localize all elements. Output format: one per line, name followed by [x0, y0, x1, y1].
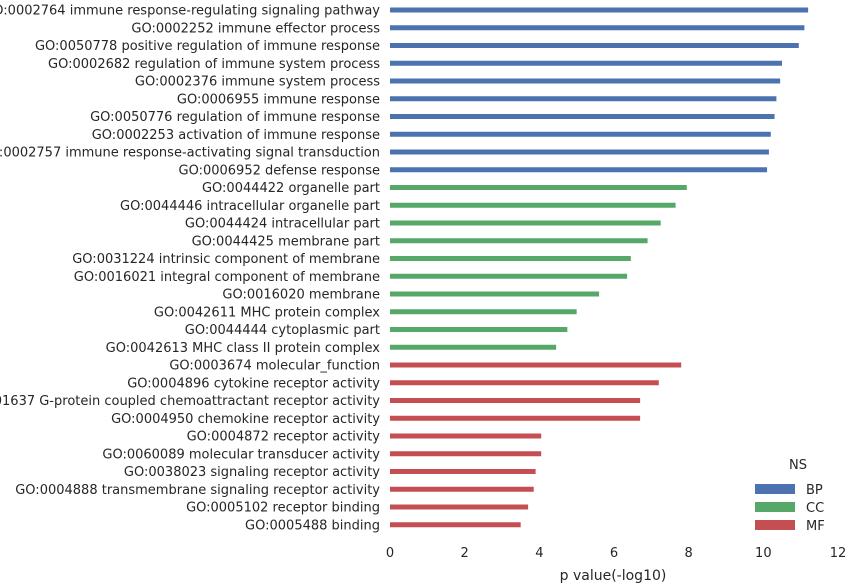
legend-swatch [755, 484, 795, 494]
bar [390, 114, 775, 119]
bar [390, 344, 557, 350]
category-label: GO:0003674 molecular_function [169, 359, 380, 374]
bar [390, 486, 534, 492]
x-tick-label: 6 [610, 546, 618, 561]
category-label: GO:0004950 chemokine receptor activity [111, 412, 380, 427]
bar [390, 415, 641, 421]
category-label: GO:0002764 immune response-regulating si… [0, 4, 380, 19]
category-label: GO:0038023 signaling receptor activity [124, 465, 380, 480]
x-tick-label: 4 [535, 546, 543, 561]
bar [390, 451, 542, 457]
legend-title: NS [789, 458, 807, 473]
x-axis-title: p value(-log10) [560, 568, 667, 584]
bar [390, 398, 641, 403]
bar [390, 469, 536, 474]
x-tick-label: 2 [461, 546, 469, 561]
bar [390, 362, 682, 368]
category-label: GO:0005102 receptor binding [186, 501, 380, 516]
bar [390, 78, 781, 84]
category-label: GO:0006955 immune response [177, 92, 380, 107]
category-label: GO:0001637 G-protein coupled chemoattrac… [0, 394, 380, 409]
bar [390, 433, 542, 439]
category-label: GO:0016020 membrane [222, 288, 380, 303]
bar [390, 309, 577, 315]
bar [390, 131, 771, 137]
category-label: GO:0016021 integral component of membran… [74, 270, 380, 285]
category-label: GO:0044425 membrane part [192, 234, 380, 249]
legend-swatch [755, 520, 795, 530]
bar [390, 185, 687, 190]
bar [390, 167, 768, 173]
bar [390, 273, 628, 279]
category-label: GO:0060089 molecular transducer activity [102, 447, 380, 462]
category-label: GO:0005488 binding [245, 518, 380, 533]
bar [390, 522, 521, 528]
category-label: GO:0002376 immune system process [135, 75, 380, 90]
category-label: GO:0004872 receptor activity [187, 430, 381, 445]
legend-label: BP [806, 483, 823, 498]
category-label: GO:0004896 cytokine receptor activity [127, 376, 380, 391]
category-label: GO:0002757 immune response-activating si… [0, 146, 380, 161]
category-label: GO:0002682 regulation of immune system p… [48, 57, 380, 72]
category-label: GO:0050778 positive regulation of immune… [35, 39, 380, 54]
category-label: GO:0050776 regulation of immune response [90, 110, 380, 125]
category-label: GO:0042613 MHC class II protein complex [106, 341, 381, 356]
bar [390, 96, 777, 102]
category-label: GO:0044446 intracellular organelle part [120, 199, 380, 214]
category-label: GO:0044444 cytoplasmic part [185, 323, 380, 338]
bar [390, 60, 782, 66]
category-label: GO:0002252 immune effector process [131, 21, 380, 36]
bars [390, 7, 809, 528]
bar [390, 238, 648, 244]
bar [390, 43, 799, 48]
category-label: GO:0006952 defense response [179, 163, 381, 178]
category-label: GO:0002253 activation of immune response [92, 128, 380, 143]
legend: NS BP CC MF [755, 458, 825, 534]
category-label: GO:0031224 intrinsic component of membra… [72, 252, 380, 267]
category-label: GO:0004888 transmembrane signaling recep… [15, 483, 380, 498]
bar [390, 202, 676, 208]
bar [390, 7, 809, 13]
category-labels: GO:0002764 immune response-regulating si… [0, 4, 380, 534]
bar [390, 220, 661, 226]
bar [390, 504, 529, 510]
x-tick-label: 12 [830, 546, 847, 561]
legend-swatch [755, 502, 795, 512]
bar [390, 256, 631, 261]
x-tick-label: 0 [386, 546, 394, 561]
legend-label: MF [806, 519, 825, 534]
category-label: GO:0044422 organelle part [202, 181, 380, 196]
x-tick-label: 10 [755, 546, 772, 561]
bar [390, 149, 769, 155]
bar [390, 380, 659, 386]
x-tick-label: 8 [685, 546, 693, 561]
x-axis-ticks: 0 2 4 6 8 10 12 [386, 546, 846, 561]
category-label: GO:0044424 intracellular part [185, 217, 380, 232]
bar [390, 327, 568, 332]
category-label: GO:0042611 MHC protein complex [154, 305, 380, 320]
bar [390, 25, 805, 31]
legend-label: CC [806, 501, 824, 516]
bar [390, 291, 600, 297]
